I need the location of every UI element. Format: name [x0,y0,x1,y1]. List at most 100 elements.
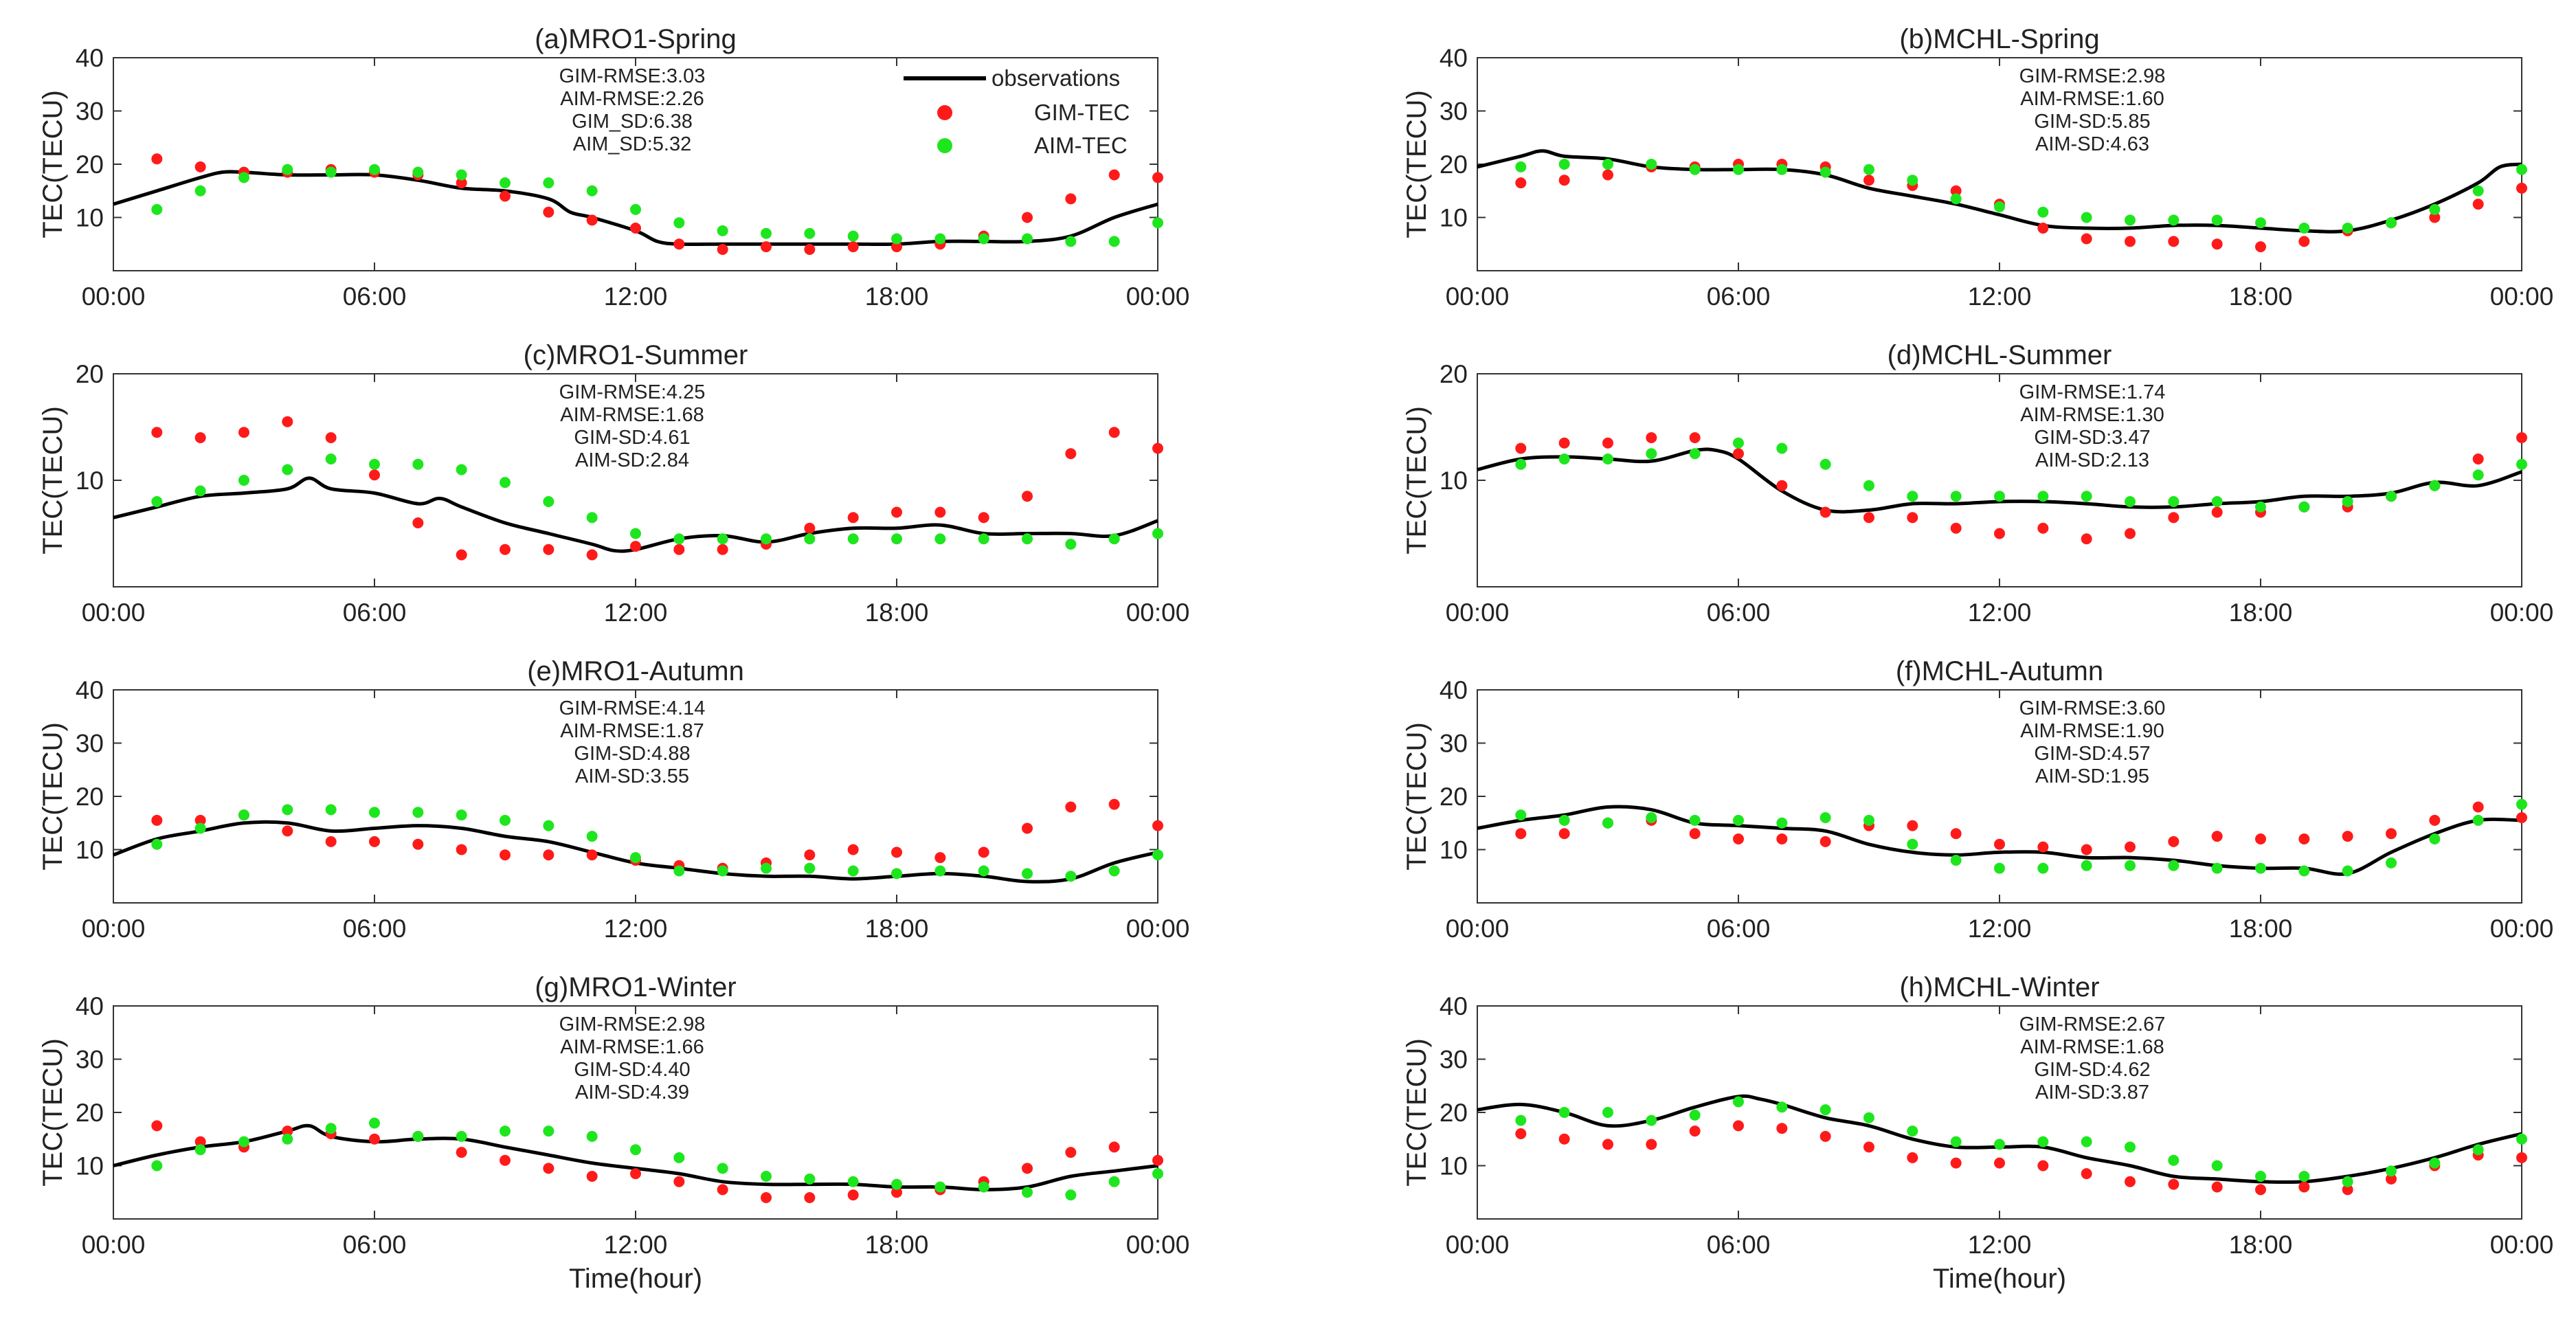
x-tick-label: 00:00 [1446,282,1510,311]
stat-label: GIM-RMSE:2.98 [559,1013,706,1035]
gim-point [2516,1152,2527,1163]
stat-label: AIM-RMSE:1.60 [2020,88,2164,110]
gim-point [847,844,859,855]
gim-point [847,241,859,253]
aim-point [1819,166,1831,178]
aim-point [717,865,728,877]
aim-point [456,1130,467,1142]
aim-point [1689,448,1701,460]
aim-point [325,453,337,464]
chart-title: (h)MCHL-Winter [1899,972,2099,1002]
gim-point [1558,1133,1570,1145]
gim-point [630,1168,641,1180]
x-tick-label: 00:00 [2490,282,2554,311]
aim-point [2386,1165,2397,1177]
observations-line [113,1123,1158,1191]
aim-point [847,533,859,545]
gim-point [847,512,859,524]
y-tick-label: 40 [1440,676,1468,704]
aim-point [934,1181,946,1193]
y-tick-label: 10 [1440,204,1468,232]
aim-point [1558,453,1570,464]
x-tick-label: 06:00 [343,915,407,943]
gim-point [2298,1181,2310,1193]
gim-point [847,1189,859,1201]
gim-point [1515,442,1527,454]
aim-point [1950,491,1962,502]
gim-point [2125,528,2136,539]
y-tick-label: 10 [1440,467,1468,495]
aim-point [500,177,511,189]
aim-point [543,496,555,507]
aim-point [194,1144,206,1156]
gim-point [2037,522,2049,534]
gim-point [2168,1178,2180,1190]
stat-label: GIM-SD:4.40 [574,1059,690,1081]
x-tick-label: 18:00 [2229,282,2293,311]
gim-point [1950,1157,1962,1169]
gim-point [2168,836,2180,847]
chart-panel-c: (c)MRO1-Summer 10 20 00:00 06:00 12:00 18:00 00… [38,340,1189,627]
aim-point [2516,798,2527,810]
gim-point [978,847,989,858]
y-tick-label: 40 [1440,992,1468,1020]
x-tick-label: 18:00 [2229,598,2293,627]
aim-point [586,1130,598,1142]
gim-point [1994,528,2005,539]
gim-point [412,838,424,850]
aim-point [1515,1114,1527,1126]
aim-point [194,185,206,197]
aim-point [2125,1141,2136,1153]
aim-point [673,1152,685,1163]
gim-point [282,1125,293,1137]
aim-point [1065,539,1077,550]
stat-label: GIM-SD:4.61 [574,427,690,449]
chart-title: (b)MCHL-Spring [1899,24,2099,54]
aim-point [717,225,728,236]
aim-point [1152,849,1163,861]
aim-point [2516,164,2527,175]
aim-point [1994,1139,2005,1150]
gim-point [1863,512,1874,524]
aim-point [2298,1171,2310,1182]
aim-point [1689,814,1701,826]
aim-point [282,804,293,816]
x-tick-label: 12:00 [1968,598,2032,627]
x-tick-label: 06:00 [1707,282,1771,311]
observations-line [113,170,1158,247]
aim-point [1602,1107,1613,1118]
aim-point [1776,442,1788,454]
x-tick-label: 18:00 [2229,915,2293,943]
y-tick-label: 20 [1440,150,1468,179]
x-tick-label: 00:00 [1126,1231,1190,1259]
gim-point [1152,1154,1163,1166]
x-tick-label: 00:00 [1126,915,1190,943]
gim-point [2081,1168,2092,1180]
stat-label: AIM-SD:3.87 [2035,1082,2149,1103]
aim-point [673,217,685,229]
aim-point [1558,1107,1570,1118]
stat-label: AIM_SD:5.32 [573,133,691,155]
aim-point [1994,201,2005,212]
gim-point [1819,836,1831,847]
gim-point [2211,238,2223,250]
aim-point [630,528,641,539]
x-tick-label: 12:00 [1968,915,2032,943]
gim-point [1950,828,1962,840]
gim-point [543,849,555,861]
y-tick-label: 30 [1440,1046,1468,1074]
gim-point [369,836,380,847]
aim-point [934,865,946,877]
stat-label: GIM-RMSE:4.25 [559,381,706,403]
x-tick-label: 00:00 [2490,915,2554,943]
aim-point [543,1125,555,1137]
x-tick-label: 18:00 [865,1231,929,1259]
stat-label: GIM_SD:6.38 [572,111,693,133]
aim-point [412,166,424,178]
gim-point [804,244,816,255]
aim-point [2255,501,2266,513]
gim-point [2168,512,2180,524]
chart-title: (g)MRO1-Winter [535,972,736,1002]
aim-point [2081,860,2092,871]
x-tick-label: 00:00 [2490,598,2554,627]
